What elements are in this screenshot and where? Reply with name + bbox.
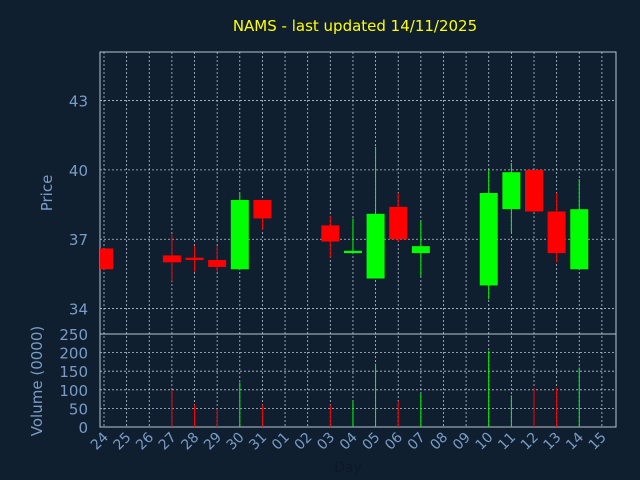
volume-tick-label: 100 xyxy=(59,382,88,400)
x-tick-labels: 2425262728293031010203040506070809101112… xyxy=(88,429,610,453)
volume-tick-label: 50 xyxy=(69,400,88,418)
candle-body xyxy=(230,199,249,270)
candle-body xyxy=(525,169,543,212)
candle-body xyxy=(100,248,113,270)
volume-panel-frame xyxy=(99,333,617,428)
candle-body xyxy=(389,206,408,240)
price-tick-label: 34 xyxy=(69,301,88,319)
x-axis-label: Day xyxy=(334,460,362,476)
volume-bars xyxy=(171,350,580,427)
price-candles xyxy=(100,146,589,300)
price-tick-label: 43 xyxy=(69,93,88,111)
volume-tick-label: 0 xyxy=(78,419,88,437)
volume-tick-label: 200 xyxy=(59,345,88,363)
price-tick-label: 37 xyxy=(69,231,88,249)
candle-body xyxy=(502,172,521,210)
candle-body xyxy=(253,199,272,219)
candle-body xyxy=(185,257,204,261)
candle-body xyxy=(479,193,498,286)
candle-body xyxy=(366,213,385,279)
y-axis-label: Price xyxy=(38,175,56,212)
volume-tick-label: 250 xyxy=(59,326,88,344)
volume-axis-label: Volume (0000) xyxy=(28,326,46,436)
candle-body xyxy=(570,209,589,270)
candle-body xyxy=(321,225,340,242)
candle-body xyxy=(547,211,566,254)
price-tick-labels: 34 37 40 43 xyxy=(69,93,88,319)
chart-title: NAMS - last updated 14/11/2025 xyxy=(233,17,477,35)
candle-body xyxy=(162,255,181,263)
candle-body xyxy=(208,260,227,267)
volume-tick-label: 150 xyxy=(59,363,88,381)
price-tick-label: 40 xyxy=(69,162,88,180)
candle-body xyxy=(411,246,430,254)
candle-body xyxy=(343,250,362,254)
